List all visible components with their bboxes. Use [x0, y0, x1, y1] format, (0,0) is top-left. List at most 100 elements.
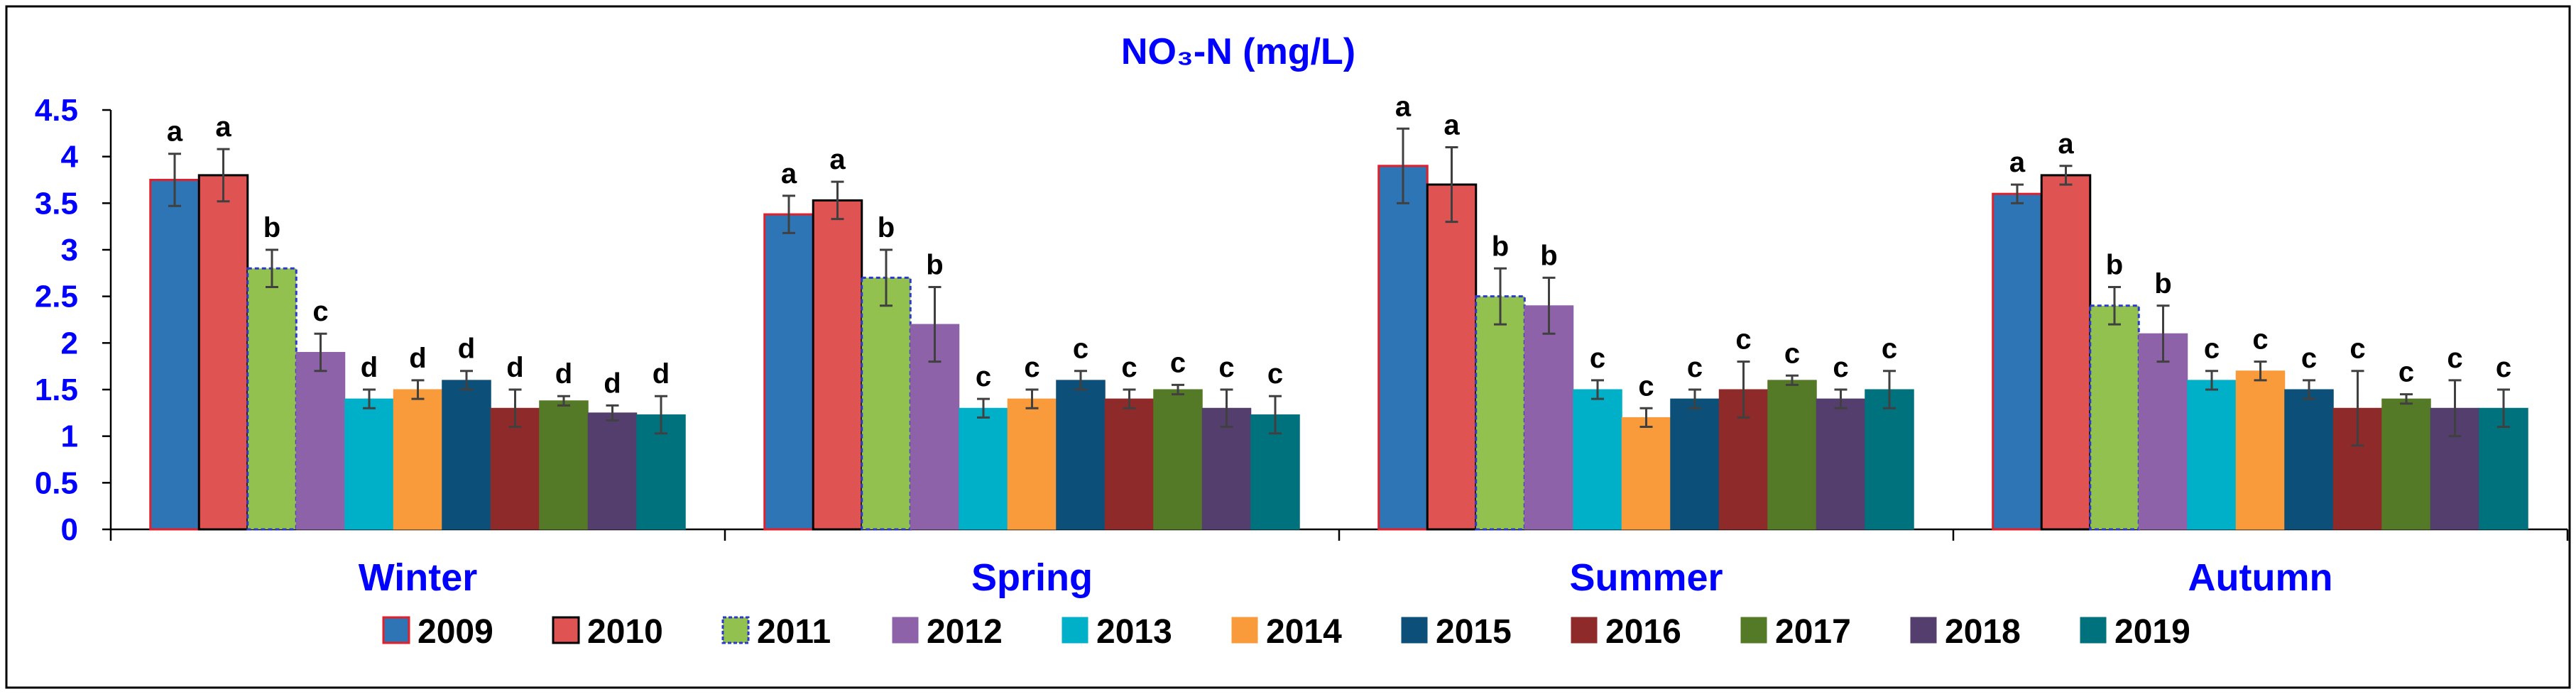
significance-label: c	[2301, 343, 2317, 374]
category-labels: Winter Spring Summer Autumn	[359, 556, 2333, 599]
significance-label: c	[1784, 338, 1800, 369]
legend-label-2019: 2019	[2114, 613, 2190, 651]
y-tick-label: 1	[61, 419, 78, 454]
legend-swatch-2011	[721, 616, 750, 644]
significance-label: c	[1638, 370, 1654, 402]
bar-2017-spring	[1153, 389, 1203, 530]
legend-label-2013: 2013	[1096, 613, 1172, 651]
bar-2010-spring	[812, 199, 863, 531]
legend-label-2016: 2016	[1605, 613, 1681, 651]
significance-label: c	[1735, 324, 1751, 356]
significance-label: c	[2496, 352, 2511, 383]
legend-swatch-2018	[1910, 617, 1937, 644]
legend-swatch-2015	[1401, 617, 1428, 644]
bar-2009-autumn	[1992, 192, 2043, 531]
legend-swatch-2012	[892, 617, 919, 644]
legend-swatch-2010	[552, 616, 580, 644]
bar-2013-summer	[1573, 389, 1622, 530]
significance-label: c	[1218, 352, 1234, 383]
y-tick-label: 4.5	[35, 93, 78, 128]
bar-2011-summer	[1475, 295, 1526, 531]
legend-label-2009: 2009	[417, 613, 493, 651]
category-label-winter: Winter	[359, 556, 478, 599]
bar-2015-spring	[1056, 380, 1106, 530]
bar-2014-winter	[393, 389, 443, 530]
significance-label: c	[312, 296, 328, 327]
legend-swatch-2009	[382, 616, 410, 644]
significance-label: b	[1492, 231, 1509, 262]
significance-label: a	[215, 111, 231, 143]
legend-label-2012: 2012	[927, 613, 1003, 651]
bar-2019-summer	[1865, 389, 1914, 530]
legend: 2009 2010 2011 2012 2013 2014 2015 2016 2017 2018…	[382, 613, 2190, 651]
bar-2018-spring	[1201, 407, 1252, 530]
y-tick-label: 0	[61, 512, 78, 547]
significance-label: a	[1443, 110, 1460, 141]
y-tick-label: 4	[61, 140, 79, 175]
y-axis-ticks: 0 0.5 1 1.5 2 2.5 3 3.5 4 4.5	[35, 93, 111, 547]
y-tick-label: 3	[61, 233, 78, 268]
significance-label: b	[263, 212, 280, 243]
significance-label: d	[653, 358, 670, 390]
significance-label: b	[2154, 268, 2171, 299]
significance-label: b	[2106, 250, 2123, 281]
significance-label: c	[2204, 334, 2220, 365]
significance-label: c	[1121, 352, 1137, 383]
significance-label: c	[2398, 357, 2414, 388]
y-tick-label: 2.5	[35, 280, 78, 314]
legend-label-2011: 2011	[757, 613, 831, 651]
significance-label: c	[1267, 358, 1283, 390]
significance-label: d	[604, 368, 621, 399]
significance-label: b	[1540, 240, 1557, 271]
y-tick-label: 2	[61, 326, 78, 360]
legend-label-2018: 2018	[1945, 613, 2021, 651]
significance-label: c	[2447, 343, 2462, 374]
significance-label: c	[976, 361, 991, 392]
bar-2011-winter	[246, 267, 298, 531]
significance-label: c	[2252, 324, 2268, 356]
significance-label: b	[926, 250, 943, 281]
bar-2012-summer	[1524, 305, 1574, 530]
significance-label: d	[409, 343, 426, 374]
bar-2018-summer	[1816, 398, 1866, 530]
significance-label: c	[1833, 352, 1848, 383]
significance-label: d	[506, 352, 523, 383]
significance-label: c	[1882, 334, 1897, 365]
bar-2010-summer	[1426, 183, 1478, 531]
bar-2013-spring	[959, 407, 1008, 530]
bar-2010-winter	[197, 174, 249, 531]
category-label-autumn: Autumn	[2188, 556, 2333, 599]
bar-2017-summer	[1767, 380, 1817, 530]
significance-label: d	[458, 334, 475, 365]
y-tick-label: 0.5	[35, 466, 78, 500]
significance-label: c	[1170, 347, 1186, 378]
legend-label-2010: 2010	[587, 613, 663, 651]
bar-2011-autumn	[2089, 304, 2140, 531]
legend-label-2017: 2017	[1775, 613, 1851, 651]
bar-2011-spring	[861, 276, 912, 531]
significance-label: c	[1687, 352, 1703, 383]
significance-label: c	[1024, 352, 1039, 383]
bar-2016-spring	[1104, 398, 1155, 530]
bar-2009-summer	[1377, 165, 1429, 531]
category-label-summer: Summer	[1569, 556, 1723, 599]
bar-2017-autumn	[2381, 398, 2431, 530]
bar-2013-autumn	[2187, 380, 2237, 530]
significance-label: d	[555, 358, 572, 390]
bar-2018-winter	[587, 412, 638, 530]
bar-2015-autumn	[2284, 389, 2334, 530]
bar-2017-winter	[539, 400, 589, 530]
significance-label: a	[167, 116, 183, 148]
legend-swatch-2014	[1231, 617, 1258, 644]
legend-swatch-2017	[1740, 617, 1767, 644]
legend-swatch-2016	[1571, 617, 1598, 644]
bar-2012-winter	[295, 351, 346, 530]
bar-2009-spring	[763, 213, 814, 531]
bar-2010-autumn	[2040, 174, 2092, 531]
significance-label: b	[878, 212, 895, 243]
bar-2012-autumn	[2138, 333, 2188, 530]
significance-label: a	[2009, 147, 2026, 178]
chart-title: NO₃-N (mg/L)	[1121, 31, 1355, 72]
